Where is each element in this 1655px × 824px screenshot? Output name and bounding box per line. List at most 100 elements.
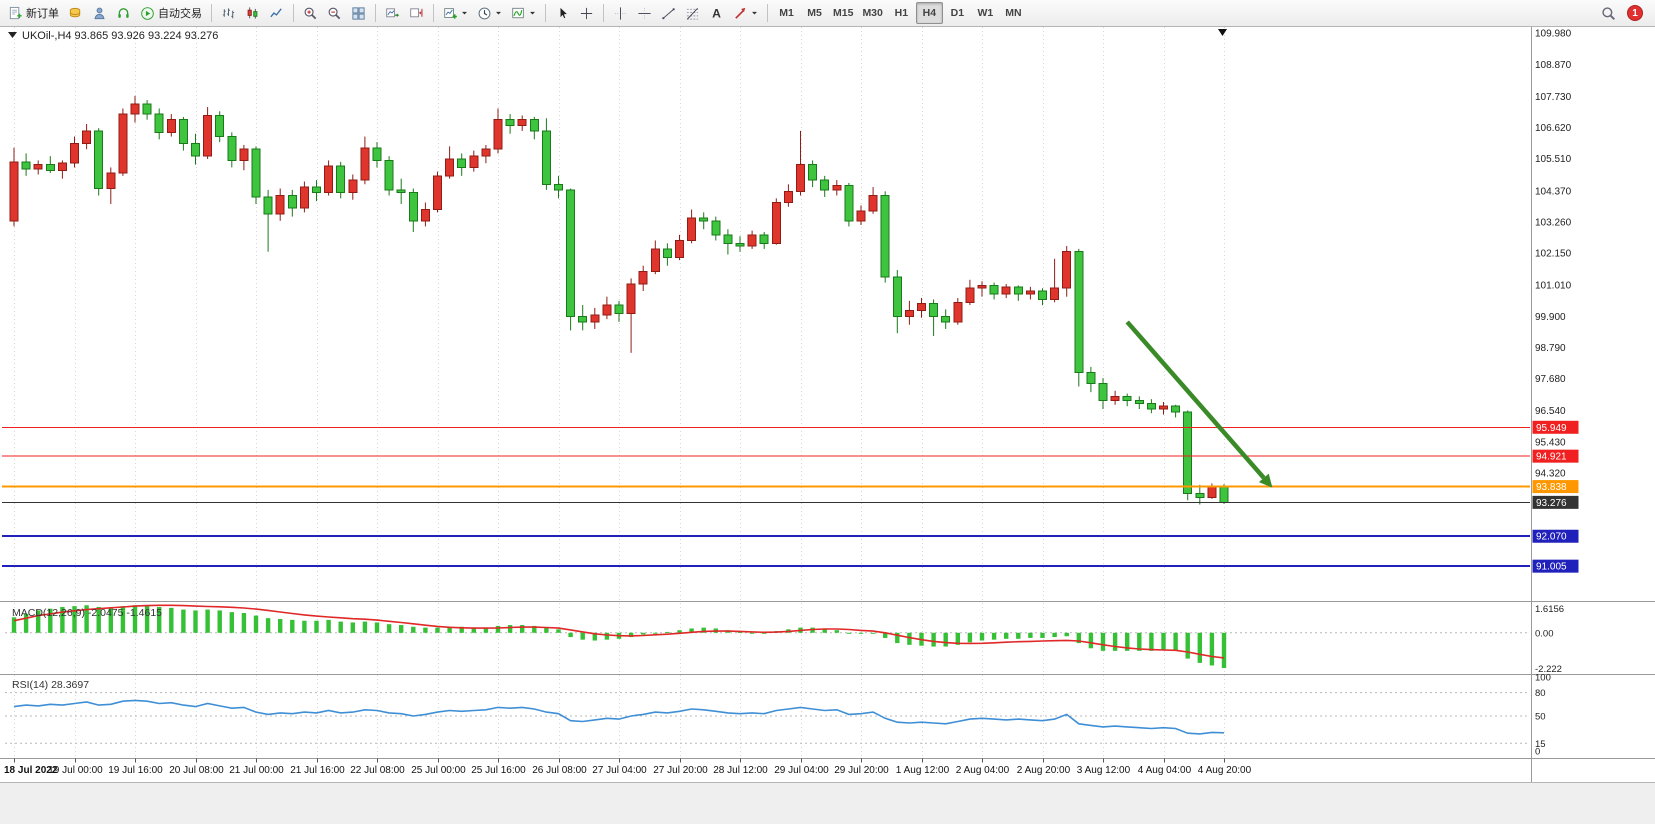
timeframe-button-m30[interactable]: M30 xyxy=(858,2,886,24)
timeframe-button-m5[interactable]: M5 xyxy=(801,2,828,24)
price-axis-label: 103.260 xyxy=(1535,217,1572,228)
chart-background[interactable] xyxy=(0,27,1655,824)
trend-arrow-annotation[interactable] xyxy=(1125,320,1266,480)
macd-histogram-bar xyxy=(374,622,380,633)
macd-signal-line xyxy=(13,604,1225,659)
bottom-strip xyxy=(0,782,1655,824)
notification-badge[interactable]: 1 xyxy=(1627,5,1643,21)
timeframe-button-mn[interactable]: MN xyxy=(1000,2,1027,24)
toolbar-separator xyxy=(293,4,294,22)
community-button[interactable] xyxy=(88,2,111,24)
macd-axis-label: 1.6156 xyxy=(1535,604,1564,615)
candle-body xyxy=(711,220,721,236)
candle-body xyxy=(1159,405,1168,410)
candle-body xyxy=(796,164,805,192)
symbol-dropdown-arrow-icon[interactable] xyxy=(8,32,17,38)
new-chart-button[interactable] xyxy=(439,2,472,24)
timeframe-button-m15[interactable]: M15 xyxy=(829,2,857,24)
candle-body xyxy=(1122,395,1132,402)
timeframe-button-h1[interactable]: H1 xyxy=(888,2,915,24)
candle-body xyxy=(662,248,672,258)
auto-scroll-button[interactable] xyxy=(381,2,404,24)
candle-body xyxy=(517,119,527,126)
candle-body xyxy=(445,158,455,177)
support-button[interactable] xyxy=(112,2,135,24)
horizontal-line-tool-button[interactable] xyxy=(633,2,656,24)
candle-body xyxy=(977,284,987,289)
macd-histogram-bar xyxy=(580,632,585,640)
crosshair-tool-button[interactable] xyxy=(575,2,598,24)
candle-body xyxy=(493,119,503,150)
candle-body xyxy=(94,130,104,190)
arrows-tool-button[interactable] xyxy=(729,2,762,24)
cursor-tool-button[interactable] xyxy=(551,2,574,24)
vertical-line-tool-button[interactable] xyxy=(609,2,632,24)
new-order-button-label: 新订单 xyxy=(26,8,59,20)
support-line-orange-tag xyxy=(1532,480,1579,494)
person-icon xyxy=(94,7,105,19)
macd-histogram-bar xyxy=(278,619,283,633)
candle-body xyxy=(203,114,213,157)
price-tag-label: 92.070 xyxy=(1536,532,1567,543)
candle-body xyxy=(1050,287,1060,300)
text-tool-button[interactable]: A xyxy=(705,2,728,24)
candle-body xyxy=(735,242,745,247)
rsi-readout: RSI(14) 28.3697 xyxy=(12,679,89,691)
candle-body xyxy=(227,136,237,161)
timeframe-button-h4[interactable]: H4 xyxy=(915,2,943,24)
time-axis-label: 20 Jul 08:00 xyxy=(169,765,224,776)
chart-shift-button[interactable] xyxy=(405,2,428,24)
timeframe-button-m1[interactable]: M1 xyxy=(773,2,800,24)
macd-histogram-bar xyxy=(386,624,392,633)
trendline-tool-button[interactable] xyxy=(657,2,680,24)
macd-histogram-bar xyxy=(229,612,234,633)
price-axis-label: 99.900 xyxy=(1535,312,1566,323)
support-line-blue-upper-tag xyxy=(1532,529,1579,543)
time-axis-label: 18 Jul 2022 xyxy=(4,765,58,776)
time-axis-label: 19 Jul 16:00 xyxy=(108,765,163,776)
candle-body xyxy=(554,183,563,191)
horizontal-line-icon xyxy=(638,7,651,19)
candle-body xyxy=(989,284,999,295)
chart-scroll-marker-icon[interactable] xyxy=(1218,29,1227,36)
toolbar-separator xyxy=(767,4,768,22)
candle-body xyxy=(941,315,951,323)
new-order-button[interactable]: 新订单 xyxy=(4,2,63,24)
search-button[interactable] xyxy=(1597,2,1620,24)
time-axis-label: 28 Jul 12:00 xyxy=(713,765,768,776)
candle-body xyxy=(263,196,273,215)
zoom-out-button[interactable] xyxy=(323,2,346,24)
dropdown-caret-icon xyxy=(752,11,757,14)
candle-body xyxy=(372,147,382,161)
timeframe-button-d1[interactable]: D1 xyxy=(944,2,971,24)
chart-shift-icon xyxy=(410,7,423,17)
timeframe-button-w1[interactable]: W1 xyxy=(972,2,999,24)
candlestick-mode-button[interactable] xyxy=(241,2,264,24)
tile-windows-button[interactable] xyxy=(347,2,370,24)
indicators-button[interactable] xyxy=(507,2,540,24)
macd-histogram-bar xyxy=(749,632,755,634)
market-depth-button[interactable] xyxy=(64,2,87,24)
toolbar-right-cluster: 1 xyxy=(1597,2,1651,24)
candle-body xyxy=(1025,290,1035,295)
candle-body xyxy=(650,248,660,272)
fibonacci-tool-button[interactable] xyxy=(681,2,704,24)
line-chart-mode-button[interactable] xyxy=(265,2,288,24)
rsi-line xyxy=(13,699,1225,735)
candle-body xyxy=(820,179,830,191)
candle-body xyxy=(433,175,442,211)
resistance-line-lower-tag xyxy=(1532,449,1579,463)
dropdown-caret-icon xyxy=(462,11,467,14)
bar-chart-mode-button[interactable] xyxy=(217,2,240,24)
macd-histogram-bar xyxy=(1112,632,1118,651)
macd-histogram-bar xyxy=(471,627,476,633)
autotrading-button[interactable]: 自动交易 xyxy=(136,2,206,24)
time-axis-label: 26 Jul 08:00 xyxy=(532,765,587,776)
candle-body xyxy=(759,234,769,244)
periods-button[interactable] xyxy=(473,2,506,24)
macd-histogram-bar xyxy=(641,632,646,635)
zoom-in-button[interactable] xyxy=(299,2,322,24)
candle-body xyxy=(1013,286,1023,295)
candle-body xyxy=(1038,290,1047,300)
chart-canvas[interactable]: 109.980 108.870 107.730 106.620 105.510 104.3… xyxy=(0,27,1655,824)
